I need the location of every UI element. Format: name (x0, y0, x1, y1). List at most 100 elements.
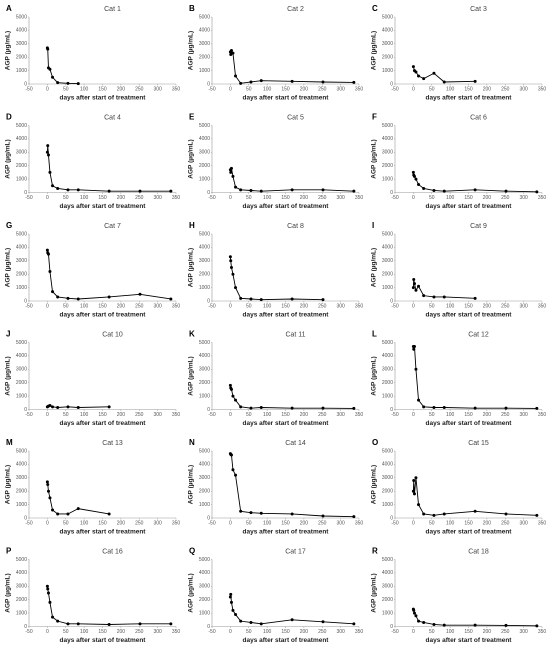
x-tick-label: 0 (229, 303, 232, 309)
y-tick-label: 1000 (382, 393, 393, 399)
x-tick-label: 350 (538, 195, 547, 201)
y-tick-label: 1000 (199, 68, 210, 74)
y-axis-title: AGP (µg/mL) (188, 465, 195, 504)
data-point (66, 296, 70, 300)
panel-label: R (372, 547, 378, 556)
data-point (51, 184, 55, 188)
y-tick-label: 0 (24, 81, 27, 87)
x-tick-label: 0 (412, 629, 415, 635)
data-point (45, 150, 49, 154)
data-point (412, 278, 416, 282)
data-point (138, 189, 142, 193)
data-point (51, 290, 55, 294)
panel-title: Cat 7 (104, 223, 121, 230)
y-tick-label: 3000 (382, 367, 393, 373)
panel-title: Cat 4 (104, 114, 121, 121)
data-point (107, 512, 111, 516)
y-axis-title: AGP (µg/mL) (371, 248, 378, 287)
x-tick-label: 50 (429, 520, 435, 526)
data-point (229, 49, 233, 52)
x-tick-label: 100 (80, 303, 89, 309)
data-point (352, 189, 356, 193)
panel-label: C (372, 4, 378, 13)
y-tick-label: 2000 (382, 163, 393, 169)
data-point (234, 185, 238, 189)
y-tick-label: 1000 (382, 610, 393, 616)
y-tick-label: 3000 (382, 150, 393, 156)
data-point (442, 512, 446, 516)
x-tick-label: 200 (300, 629, 309, 635)
data-point (249, 511, 253, 515)
data-point (234, 473, 238, 477)
data-point (107, 405, 111, 409)
y-tick-label: 3000 (199, 367, 210, 373)
data-point (422, 405, 426, 409)
data-line (46, 586, 171, 625)
data-point (229, 266, 233, 269)
y-tick-label: 5000 (382, 123, 393, 129)
data-point (504, 406, 508, 410)
x-tick-label: 350 (538, 629, 547, 635)
x-tick-label: 50 (246, 86, 252, 92)
y-tick-label: 1000 (382, 68, 393, 74)
data-point (66, 622, 70, 626)
y-tick-label: 4000 (382, 136, 393, 142)
x-tick-label: 300 (153, 629, 162, 635)
x-tick-label: 150 (281, 303, 290, 309)
data-point (76, 188, 80, 192)
x-tick-label: 100 (80, 412, 89, 418)
x-tick-label: -50 (25, 86, 32, 92)
y-tick-label: 1000 (16, 393, 27, 399)
data-point (412, 478, 416, 482)
x-tick-label: 200 (117, 629, 126, 635)
y-tick-label: 2000 (16, 597, 27, 603)
data-point (432, 405, 436, 409)
x-tick-label: 300 (153, 520, 162, 526)
data-point (48, 600, 52, 604)
y-tick-label: 2000 (16, 163, 27, 169)
data-point (422, 294, 426, 298)
y-tick-label: 5000 (16, 14, 27, 20)
data-point (234, 398, 238, 402)
y-tick-label: 2000 (199, 163, 210, 169)
y-tick-label: 3000 (199, 584, 210, 590)
y-tick-label: 4000 (382, 570, 393, 576)
data-point (321, 298, 325, 302)
data-point (107, 622, 111, 626)
x-tick-label: 100 (263, 412, 272, 418)
y-tick-label: 1000 (16, 68, 27, 74)
y-tick-label: 5000 (199, 14, 210, 20)
y-tick-label: 0 (390, 515, 393, 521)
data-point (259, 298, 263, 302)
x-tick-label: -50 (25, 303, 32, 309)
data-point (56, 512, 60, 516)
x-tick-label: 0 (46, 629, 49, 635)
x-tick-label: 250 (135, 520, 144, 526)
y-tick-label: 4000 (16, 353, 27, 359)
data-point (229, 166, 233, 170)
x-tick-label: 50 (429, 412, 435, 418)
x-axis-title: days after start of treatment (243, 637, 330, 644)
data-point (504, 189, 508, 193)
data-point (259, 622, 263, 626)
data-point (231, 394, 235, 398)
data-point (56, 405, 60, 409)
panel-label: K (189, 330, 195, 339)
data-point (290, 79, 294, 83)
data-point (229, 453, 233, 457)
x-tick-label: 100 (446, 195, 455, 201)
x-tick-label: 50 (63, 520, 69, 526)
x-tick-label: 0 (412, 303, 415, 309)
x-tick-label: 0 (229, 412, 232, 418)
data-point (46, 587, 50, 591)
panel-label: F (372, 113, 377, 122)
y-tick-label: 4000 (199, 462, 210, 468)
y-tick-label: 2000 (16, 55, 27, 61)
x-tick-label: 0 (229, 86, 232, 92)
x-tick-label: 50 (63, 412, 69, 418)
x-tick-label: 100 (263, 86, 272, 92)
x-tick-label: 0 (412, 520, 415, 526)
x-axis-title: days after start of treatment (243, 95, 330, 102)
data-point (412, 611, 416, 615)
y-axis-title: AGP (µg/mL) (188, 573, 195, 612)
